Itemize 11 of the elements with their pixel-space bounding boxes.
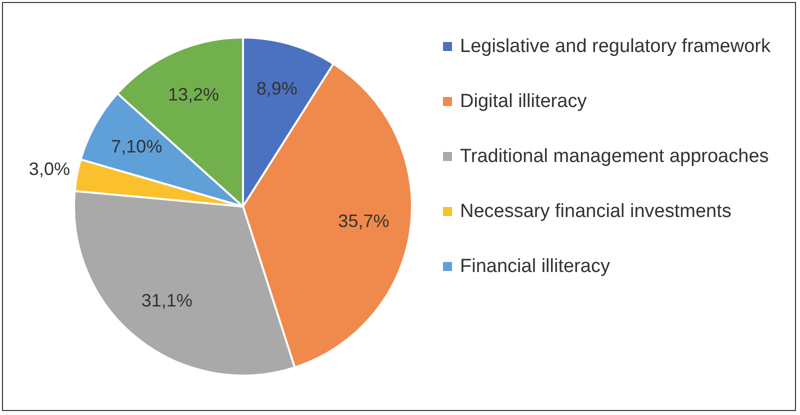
data-label: 31,1% [141, 290, 192, 310]
data-label: 8,9% [256, 78, 298, 99]
data-label: 3,0% [28, 158, 70, 179]
data-label: 7,10% [111, 136, 162, 156]
legend-label: Traditional management approaches [460, 145, 769, 169]
legend-label: Necessary financial investments [460, 200, 732, 224]
data-label: 13,2% [168, 84, 220, 104]
legend-label: Legislative and regulatory framework [460, 35, 770, 59]
data-label: 35,7% [338, 210, 390, 231]
legend-label: Digital illiteracy [460, 90, 587, 114]
legend-label: Financial illiteracy [460, 255, 610, 279]
